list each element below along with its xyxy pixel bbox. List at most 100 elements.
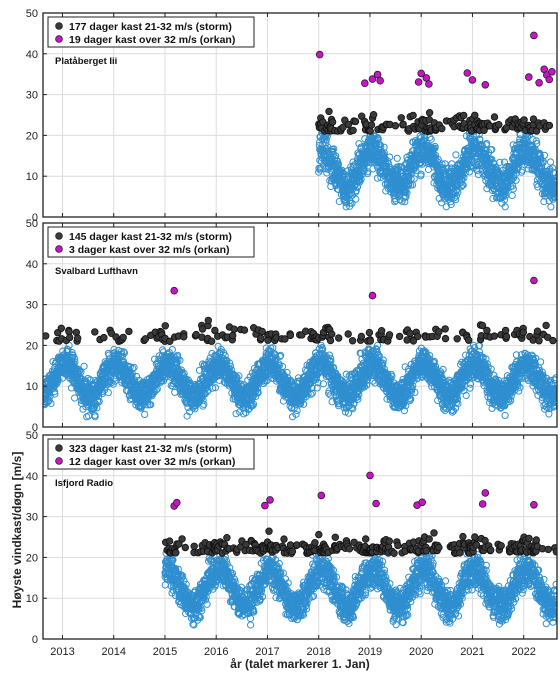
- data-point-orkan: [530, 31, 538, 40]
- data-point-normal: [380, 143, 388, 151]
- data-point-normal: [410, 175, 418, 183]
- data-point-normal: [191, 405, 199, 413]
- data-point-storm: [397, 114, 405, 122]
- data-point-normal: [402, 193, 410, 201]
- data-point-normal: [271, 351, 279, 359]
- data-point-normal: [471, 136, 479, 144]
- data-point-normal: [381, 159, 390, 167]
- data-point-normal: [388, 372, 396, 380]
- data-point-normal: [352, 187, 360, 195]
- data-point-storm: [495, 120, 503, 129]
- data-point-normal: [156, 378, 164, 387]
- data-point-normal: [402, 402, 410, 410]
- data-point-normal: [373, 345, 381, 354]
- data-point-normal: [235, 372, 243, 380]
- data-point-normal: [148, 390, 157, 398]
- data-point-normal: [427, 135, 435, 143]
- data-point-normal: [536, 152, 544, 160]
- data-point-normal: [374, 341, 382, 349]
- data-point-normal: [490, 371, 498, 379]
- data-point-normal: [232, 410, 240, 418]
- data-point-normal: [457, 183, 465, 191]
- data-point-normal: [211, 384, 219, 392]
- station-label: Platåberget Iii: [55, 56, 117, 67]
- data-point-normal: [80, 362, 88, 370]
- data-point-normal: [342, 203, 350, 211]
- data-point-normal: [507, 397, 515, 405]
- data-point-normal: [432, 366, 440, 374]
- data-point-storm: [328, 118, 337, 126]
- data-point-normal: [352, 195, 360, 203]
- data-point-normal: [364, 168, 372, 176]
- data-point-storm: [325, 107, 333, 116]
- data-point-orkan: [548, 68, 556, 76]
- data-point-normal: [68, 351, 76, 359]
- data-point-normal: [319, 380, 327, 388]
- data-point-normal: [315, 141, 323, 150]
- data-point-normal: [104, 389, 112, 397]
- data-point-orkan: [414, 78, 423, 86]
- legend-marker: [55, 35, 63, 43]
- data-point-normal: [452, 196, 460, 204]
- data-point-normal: [454, 400, 462, 408]
- data-point-normal: [501, 402, 509, 410]
- data-point-normal: [226, 362, 234, 370]
- data-point-normal: [512, 176, 520, 184]
- data-point-normal: [454, 188, 462, 196]
- data-point-normal: [304, 390, 312, 398]
- data-point-normal: [254, 384, 262, 392]
- data-point-normal: [483, 360, 491, 368]
- data-point-normal: [86, 376, 94, 384]
- data-point-normal: [176, 356, 184, 364]
- data-point-storm: [367, 121, 376, 129]
- data-point-normal: [465, 168, 473, 176]
- data-point-normal: [196, 396, 204, 404]
- data-point-normal: [283, 368, 291, 377]
- data-point-normal: [369, 165, 377, 173]
- data-point-orkan: [376, 76, 385, 85]
- data-point-normal: [386, 153, 394, 161]
- data-point-normal: [250, 400, 258, 408]
- data-point-normal: [400, 407, 408, 415]
- data-point-orkan: [463, 69, 472, 77]
- data-point-normal: [200, 400, 208, 408]
- data-point-normal: [439, 365, 447, 373]
- data-point-normal: [508, 175, 516, 183]
- data-point-storm: [349, 126, 357, 135]
- data-point-normal: [120, 349, 129, 357]
- data-point-storm: [366, 127, 374, 135]
- data-point-normal: [249, 402, 257, 410]
- data-point-normal: [551, 179, 557, 187]
- data-point-normal: [393, 154, 401, 162]
- data-point-normal: [355, 390, 363, 399]
- data-point-normal: [417, 170, 425, 178]
- data-point-normal: [71, 355, 79, 363]
- data-point-storm: [425, 108, 434, 117]
- y-tick-label: 40: [26, 49, 38, 61]
- data-point-normal: [141, 410, 149, 418]
- data-point-normal: [252, 392, 260, 400]
- data-point-normal: [76, 367, 84, 375]
- data-point-normal: [501, 411, 509, 419]
- data-point-normal: [153, 385, 161, 393]
- data-point-normal: [308, 389, 316, 397]
- data-point-normal: [179, 375, 187, 383]
- data-point-storm: [399, 120, 407, 128]
- data-point-normal: [466, 384, 474, 392]
- data-point-normal: [315, 168, 323, 176]
- data-point-normal: [483, 155, 491, 164]
- data-point-orkan: [368, 75, 377, 83]
- data-point-normal: [547, 203, 555, 211]
- data-point-storm: [490, 113, 499, 121]
- data-point-normal: [69, 351, 77, 360]
- data-point-normal: [317, 157, 325, 165]
- legend-marker: [55, 22, 63, 30]
- data-point-normal: [226, 359, 234, 367]
- data-point-normal: [111, 377, 119, 385]
- data-point-normal: [501, 196, 509, 204]
- data-point-normal: [91, 413, 99, 421]
- data-point-normal: [271, 358, 279, 366]
- data-point-normal: [540, 151, 549, 159]
